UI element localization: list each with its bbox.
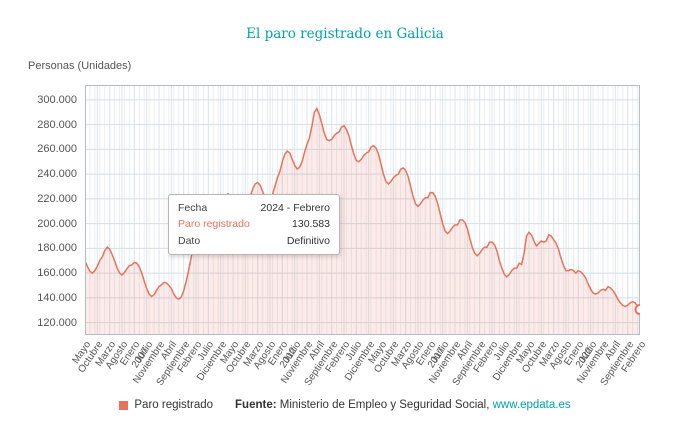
- tooltip-value: 2024 - Febrero: [260, 202, 330, 214]
- tooltip-label: Fecha: [178, 202, 208, 214]
- y-tick-label: 220.000: [37, 192, 77, 205]
- tooltip-row-fecha: Fecha 2024 - Febrero: [178, 200, 330, 216]
- y-tick-label: 140.000: [37, 291, 77, 304]
- legend-item[interactable]: Paro registrado: [119, 399, 213, 411]
- tooltip-row-dato: Dato Definitivo: [178, 233, 330, 249]
- y-tick-label: 180.000: [37, 242, 77, 255]
- y-tick-label: 300.000: [37, 93, 77, 106]
- tooltip-value: 130.583: [292, 218, 330, 231]
- y-tick-label: 260.000: [37, 143, 77, 156]
- chart-footer: Paro registrado Fuente: Ministerio de Em…: [0, 399, 690, 411]
- source-prefix: Fuente:: [235, 399, 277, 411]
- legend-swatch-icon: [119, 400, 129, 410]
- source-line: Fuente: Ministerio de Empleo y Seguridad…: [235, 399, 571, 411]
- y-tick-label: 280.000: [37, 118, 77, 131]
- legend-label: Paro registrado: [134, 399, 214, 411]
- tooltip: Fecha 2024 - Febrero Paro registrado 130…: [168, 194, 340, 255]
- source-text: Ministerio de Empleo y Seguridad Social,: [276, 399, 493, 411]
- y-tick-label: 160.000: [37, 267, 77, 280]
- tooltip-label: Paro registrado: [178, 218, 250, 231]
- tooltip-value: Definitivo: [286, 234, 330, 247]
- tooltip-label: Dato: [178, 234, 201, 247]
- y-tick-label: 120.000: [37, 316, 77, 329]
- chart-title: El paro registrado en Galicia: [246, 26, 444, 42]
- y-tick-label: 240.000: [37, 168, 77, 181]
- source-link[interactable]: www.epdata.es: [492, 399, 571, 411]
- y-axis-title: Personas (Unidades): [28, 60, 132, 72]
- tooltip-row-paro: Paro registrado 130.583: [178, 216, 330, 232]
- y-tick-label: 200.000: [37, 217, 77, 230]
